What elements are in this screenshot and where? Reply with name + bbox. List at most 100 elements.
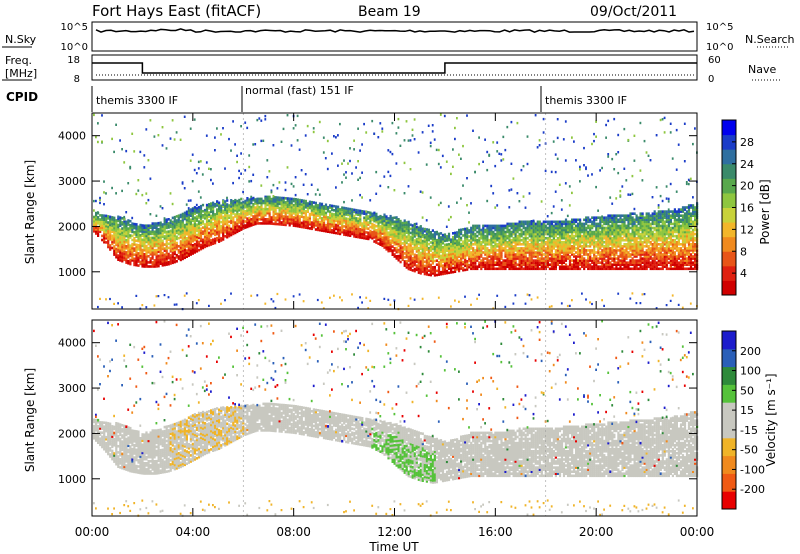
echo-cell (579, 243, 582, 246)
echo-cell (512, 302, 515, 305)
echo-cell (466, 253, 469, 257)
echo-cell (415, 227, 418, 231)
echo-cell (437, 162, 440, 166)
echo-cell (441, 268, 445, 272)
echo-cell (458, 267, 461, 271)
echo-cell (486, 240, 489, 244)
echo-cell (159, 258, 162, 261)
echo-cell (183, 227, 186, 231)
echo-cell (258, 211, 261, 215)
echo-cell (514, 247, 517, 250)
echo-cell (528, 253, 531, 256)
echo-cell (163, 217, 166, 220)
echo-cell (476, 251, 479, 254)
echo-cell (339, 212, 342, 215)
echo-cell (101, 222, 104, 225)
echo-cell (292, 127, 295, 130)
echo-cell (314, 209, 317, 213)
echo-cell (353, 229, 356, 232)
echo-cell (357, 219, 360, 223)
echo-cell (562, 261, 566, 264)
echo-cell (405, 221, 408, 224)
echo-cell (169, 243, 172, 247)
echo-cell (575, 247, 578, 250)
echo-cell (556, 226, 559, 230)
echo-cell (216, 236, 219, 240)
echo-cell (93, 223, 96, 227)
echo-cell (447, 263, 451, 266)
echo-cell (579, 267, 582, 271)
echo-cell (546, 240, 549, 244)
echo-cell (195, 245, 199, 249)
echo-cell (363, 236, 366, 240)
echo-cell (139, 256, 142, 260)
echo-cell (450, 265, 453, 268)
echo-cell (347, 211, 350, 215)
echo-cell (397, 234, 400, 237)
echo-cell (534, 228, 537, 232)
echo-cell (232, 200, 235, 203)
echo-cell (393, 249, 396, 252)
echo-cell (540, 228, 543, 232)
echo-cell (240, 209, 243, 213)
echo-cell (240, 197, 243, 201)
echo-cell (512, 226, 515, 230)
echo-cell (568, 224, 572, 228)
echo-cell (522, 243, 525, 246)
echo-cell (308, 200, 311, 204)
echo-cell (252, 196, 255, 200)
echo-cell (203, 229, 207, 232)
echo-cell (294, 222, 297, 226)
echo-cell (218, 226, 221, 229)
echo-cell (113, 220, 116, 224)
echo-cell (115, 237, 118, 241)
echo-cell (145, 238, 148, 242)
echo-cell (335, 136, 337, 139)
echo-cell (502, 158, 505, 161)
echo-cell (522, 240, 525, 244)
echo-cell (280, 204, 283, 208)
echo-cell (290, 209, 293, 213)
echo-cell (452, 258, 455, 262)
echo-cell (216, 212, 219, 215)
echo-cell (496, 238, 499, 242)
echo-cell (187, 207, 190, 210)
echo-cell (208, 233, 211, 237)
echo-cell (179, 230, 182, 233)
echo-cell (212, 226, 215, 229)
echo-cell (173, 252, 176, 256)
echo-cell (472, 228, 475, 232)
echo-cell (306, 202, 309, 205)
echo-cell (530, 222, 533, 226)
echo-cell (393, 236, 396, 240)
echo-cell (125, 232, 128, 236)
echo-cell (476, 247, 479, 250)
echo-cell (520, 257, 523, 260)
echo-cell (500, 226, 503, 230)
echo-cell (472, 257, 475, 260)
echo-cell (216, 202, 219, 205)
echo-cell (288, 221, 291, 225)
echo-cell (193, 224, 196, 228)
echo-cell (201, 226, 205, 229)
echo-cell (587, 238, 590, 242)
echo-cell (193, 220, 196, 223)
echo-cell (163, 255, 166, 259)
echo-cell (411, 256, 414, 260)
echo-cell (397, 258, 400, 262)
echo-cell (268, 207, 271, 211)
echo-cell (520, 222, 523, 226)
echo-cell (320, 210, 324, 214)
echo-cell (560, 261, 564, 264)
echo-cell (395, 216, 398, 219)
echo-cell (224, 204, 227, 207)
echo-cell (500, 249, 503, 252)
echo-cell (373, 230, 376, 233)
echo-cell (500, 247, 503, 250)
echo-cell (203, 235, 207, 238)
echo-cell (550, 224, 553, 228)
echo-cell (458, 237, 461, 240)
echo-cell (181, 182, 184, 185)
echo-cell (167, 296, 170, 299)
echo-cell (187, 213, 190, 217)
